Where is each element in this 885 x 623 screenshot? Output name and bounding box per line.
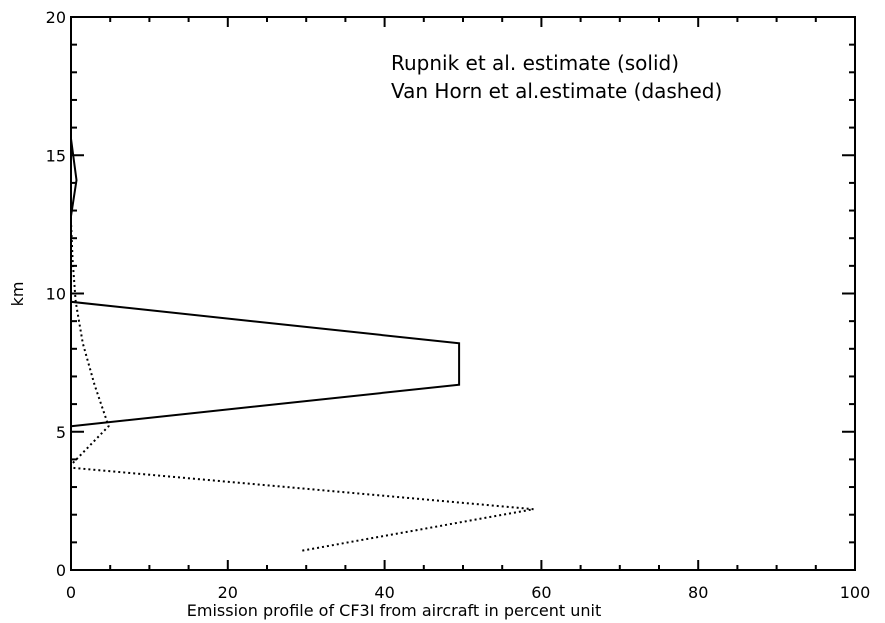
labels-layer: 0 20 40 60 80 100 0 5 10 15 20: [46, 8, 871, 602]
ticks-layer: [70, 16, 856, 571]
x-tick-label: 60: [531, 583, 551, 602]
series-layer: [70, 138, 534, 552]
y-tick-label: 15: [46, 146, 66, 165]
legend-annotation-dashed: Van Horn et al.estimate (dashed): [391, 79, 722, 103]
y-axis-title: km: [8, 282, 27, 307]
x-tick-label: 40: [374, 583, 394, 602]
x-tick-label: 20: [218, 583, 238, 602]
series-line-dotted: [70, 221, 534, 552]
y-tick-label: 0: [56, 561, 66, 580]
y-tick-label: 20: [46, 8, 66, 27]
series-line-solid: [70, 138, 461, 428]
y-tick-label: 10: [46, 285, 66, 304]
x-tick-label: 0: [66, 583, 76, 602]
x-axis-title: Emission profile of CF3I from aircraft i…: [187, 601, 602, 620]
x-tick-label: 80: [688, 583, 708, 602]
y-tick-label: 5: [56, 423, 66, 442]
legend-annotation-solid: Rupnik et al. estimate (solid): [391, 51, 679, 75]
x-tick-label: 100: [840, 583, 871, 602]
